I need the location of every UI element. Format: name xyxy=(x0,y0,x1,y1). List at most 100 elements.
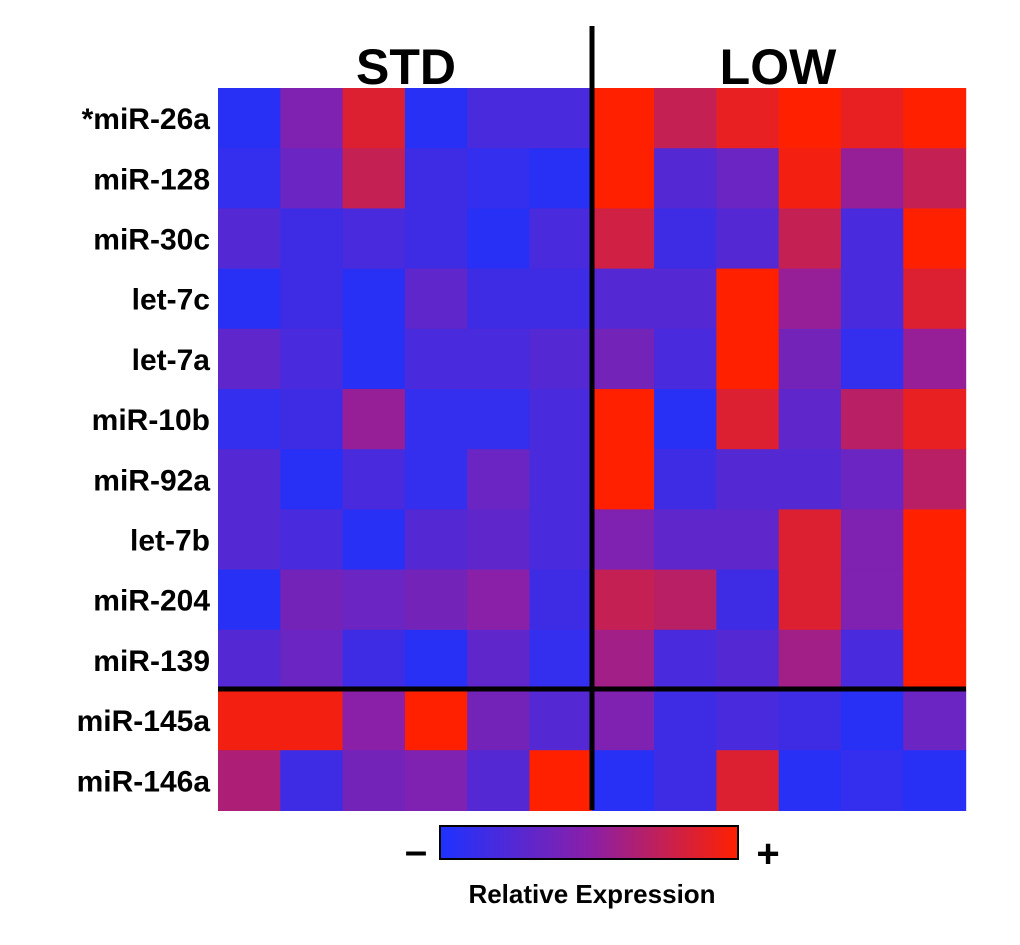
heatmap-cell xyxy=(654,569,717,631)
heatmap-cell xyxy=(280,88,344,149)
heatmap-cell xyxy=(778,268,842,330)
heatmap-cell xyxy=(342,148,406,209)
heatmap-cell xyxy=(404,88,468,149)
heatmap-cell xyxy=(654,328,717,390)
heatmap-cell xyxy=(591,690,655,751)
heatmap-cell xyxy=(280,690,344,751)
heatmap-cell xyxy=(529,509,593,571)
legend-max-symbol: + xyxy=(756,832,779,876)
heatmap-cell xyxy=(467,449,531,510)
heatmap-cell xyxy=(342,629,406,691)
heatmap-cell xyxy=(778,208,842,270)
heatmap-cell xyxy=(529,569,593,631)
heatmap-cell xyxy=(903,148,967,209)
heatmap-cell xyxy=(778,328,842,390)
row-label: let-7a xyxy=(132,344,211,377)
heatmap-cell xyxy=(841,690,904,751)
heatmap-cell xyxy=(467,750,531,811)
heatmap-cell xyxy=(467,268,531,330)
heatmap-cell xyxy=(218,389,281,450)
heatmap-cell xyxy=(716,328,780,390)
heatmap-cell xyxy=(342,449,406,510)
heatmap-cell xyxy=(280,389,344,450)
row-label: miR-10b xyxy=(92,404,210,437)
heatmap-cell xyxy=(467,690,531,751)
heatmap-cell xyxy=(404,328,468,390)
heatmap-cell xyxy=(467,208,531,270)
row-label: miR-145a xyxy=(77,705,211,738)
heatmap-cell xyxy=(404,268,468,330)
heatmap-cell xyxy=(404,629,468,691)
heatmap-cell xyxy=(591,449,655,510)
heatmap-cell xyxy=(903,569,967,631)
heatmap-cell xyxy=(716,148,780,209)
heatmap-cell xyxy=(404,389,468,450)
heatmap-cell xyxy=(778,449,842,510)
heatmap-cell xyxy=(218,208,281,270)
heatmap-cell xyxy=(467,509,531,571)
heatmap-cell xyxy=(280,449,344,510)
heatmap-cell xyxy=(841,449,904,510)
heatmap-cell xyxy=(529,449,593,510)
heatmap-cell xyxy=(467,88,531,149)
heatmap-cell xyxy=(654,509,717,571)
heatmap-cell xyxy=(841,328,904,390)
heatmap-cell xyxy=(280,750,344,811)
heatmap-cell xyxy=(716,208,780,270)
heatmap-cell xyxy=(467,629,531,691)
heatmap-cell xyxy=(342,690,406,751)
row-label: miR-146a xyxy=(77,765,211,798)
heatmap-cells xyxy=(218,88,967,811)
row-label: miR-92a xyxy=(93,464,210,497)
heatmap-cell xyxy=(841,509,904,571)
heatmap-cell xyxy=(342,328,406,390)
heatmap-cell xyxy=(529,88,593,149)
row-label: miR-128 xyxy=(93,163,210,196)
row-label: miR-204 xyxy=(93,585,210,618)
heatmap-cell xyxy=(841,88,904,149)
row-labels: *miR-26a miR-128 miR-30c let-7c let-7a miR-10… xyxy=(77,103,211,798)
heatmap-cell xyxy=(778,569,842,631)
heatmap-cell xyxy=(591,389,655,450)
heatmap-cell xyxy=(654,268,717,330)
heatmap-cell xyxy=(903,750,967,811)
heatmap-cell xyxy=(654,629,717,691)
heatmap-cell xyxy=(716,629,780,691)
heatmap-cell xyxy=(404,148,468,209)
heatmap-cell xyxy=(654,750,717,811)
heatmap-cell xyxy=(218,750,281,811)
heatmap-cell xyxy=(280,509,344,571)
heatmap-cell xyxy=(778,148,842,209)
heatmap-cell xyxy=(280,148,344,209)
heatmap-cell xyxy=(404,449,468,510)
heatmap-cell xyxy=(342,569,406,631)
heatmap-cell xyxy=(778,389,842,450)
heatmap-cell xyxy=(903,509,967,571)
heatmap-cell xyxy=(716,449,780,510)
heatmap-cell xyxy=(716,569,780,631)
legend-gradient-bar xyxy=(439,825,739,860)
heatmap-cell xyxy=(404,509,468,571)
heatmap-cell xyxy=(841,750,904,811)
heatmap-cell xyxy=(716,389,780,450)
heatmap-cell xyxy=(903,208,967,270)
heatmap-cell xyxy=(591,208,655,270)
heatmap-cell xyxy=(841,148,904,209)
heatmap-cell xyxy=(903,328,967,390)
heatmap-cell xyxy=(778,629,842,691)
heatmap-cell xyxy=(654,449,717,510)
heatmap-cell xyxy=(218,148,281,209)
heatmap-cell xyxy=(841,569,904,631)
heatmap-cell xyxy=(218,629,281,691)
heatmap-cell xyxy=(903,690,967,751)
heatmap-cell xyxy=(654,389,717,450)
row-label: miR-30c xyxy=(93,224,210,257)
heatmap-cell xyxy=(404,569,468,631)
heatmap-cell xyxy=(716,750,780,811)
heatmap-cell xyxy=(280,569,344,631)
heatmap-cell xyxy=(654,690,717,751)
heatmap-cell xyxy=(218,268,281,330)
group-label-std: STD xyxy=(356,39,456,95)
heatmap-cell xyxy=(218,328,281,390)
